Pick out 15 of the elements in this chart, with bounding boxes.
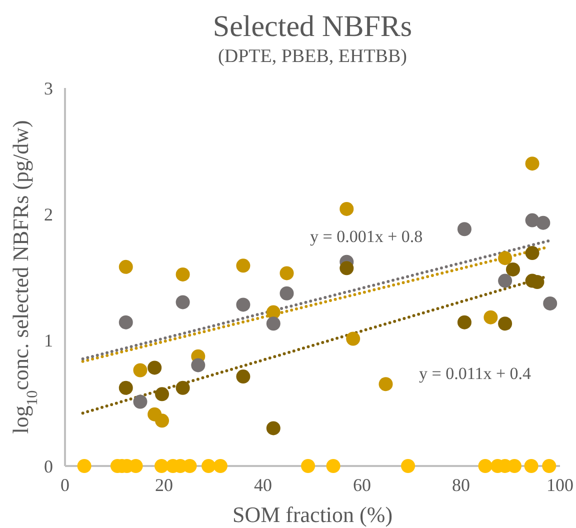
- annotation: y = 0.011x + 0.4: [419, 364, 532, 383]
- y-tick-label: 0: [44, 456, 53, 476]
- x-tick-label: 100: [546, 475, 574, 495]
- y-tick-label: 3: [44, 78, 53, 98]
- x-axis-title: SOM fraction (%): [232, 502, 393, 527]
- x-tick-label: 80: [452, 475, 470, 495]
- annotation: y = 0.001x + 0.8: [310, 226, 423, 246]
- y-tick-label: 2: [44, 204, 53, 224]
- x-tick-label: 60: [353, 475, 371, 495]
- x-tick-label: 0: [60, 475, 70, 495]
- x-tick-label: 20: [155, 475, 173, 495]
- x-tick-label: 40: [254, 475, 272, 495]
- chart-subtitle: (DPTE, PBEB, EHTBB): [218, 46, 407, 67]
- y-tick-label: 1: [44, 330, 53, 350]
- chart-title: Selected NBFRs: [212, 10, 412, 43]
